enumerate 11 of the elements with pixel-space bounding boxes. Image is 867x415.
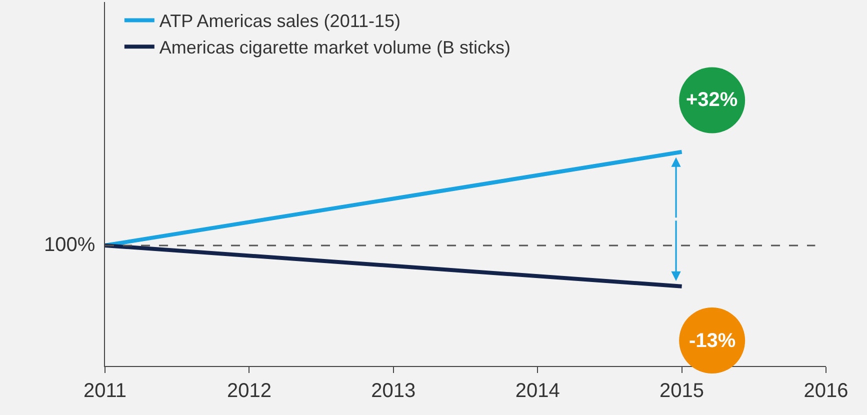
text: +32% [686,89,738,111]
annotation: 100% [44,234,96,256]
legend-label: ATP Americas sales (2011-15) [159,11,401,32]
legend-label: Americas cigarette market volume (B sticks) [159,38,511,58]
x-tick-label: 2015 [660,380,704,402]
x-tick-label: 2011 [83,380,127,402]
x-tick-label: 2013 [371,380,416,402]
x-tick-label: 2016 [804,380,848,402]
x-tick-label: 2012 [226,380,272,402]
annotation: -13% [689,330,736,352]
x-tick-label: 2014 [515,380,560,402]
